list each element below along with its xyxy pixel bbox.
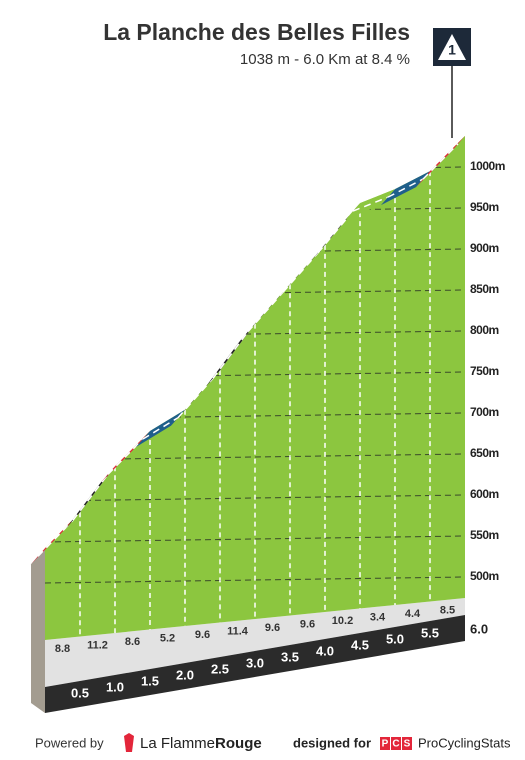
footer-designed: designed for [293,735,371,750]
x-tick-label: 0.5 [71,685,89,700]
gradient-label: 11.4 [227,626,249,638]
segment-dash [282,252,319,293]
chart-title: La Planche des Belles Filles [103,19,410,45]
gradient-label: 5.2 [160,633,175,645]
gradient-label: 9.6 [195,629,210,641]
gradient-label: 4.4 [405,608,421,620]
y-tick-label: 550m [470,528,499,542]
gradient-label: 9.6 [300,619,315,631]
x-tick-label: 2.0 [176,667,194,682]
base-band [45,615,465,713]
gradient-segment [381,171,430,206]
badge-triangle [438,34,466,60]
segment-dash [422,143,459,180]
pcs-box [402,737,412,750]
pcs-box [391,737,401,750]
segment-dash [37,519,74,557]
segment-dash [317,210,354,254]
segment-dash [387,178,424,198]
flame-logo [124,733,134,752]
segment-dash [352,196,389,212]
floor [45,598,465,687]
x-tick-label: 4.0 [316,643,334,658]
x-tick-label: 1.5 [141,673,159,688]
badge-label: 1 [448,42,456,58]
x-tick-label: 2.5 [211,661,229,676]
x-tick-label: 5.0 [386,631,404,646]
y-tick-label: 500m [470,569,499,583]
y-tick-label: 850m [470,282,499,296]
pcs-letter: C [392,739,399,750]
brand-a: La Flamme [140,735,215,752]
gradient-label: 8.5 [440,605,455,617]
segment-dash [142,417,179,440]
y-tick-label: 950m [470,200,499,214]
segment-dash [177,377,214,419]
brand-b: Rouge [215,735,262,752]
x-tick-label: 3.0 [246,655,264,670]
segment-dash [107,438,144,475]
footer: Powered by La FlammeRouge designed for P… [35,733,511,752]
pcs-letter: S [404,739,411,750]
y-tick-label: 750m [470,364,499,378]
y-tick-label: 650m [470,446,499,460]
y-tick-label: 800m [470,323,499,337]
y-tick-label: 900m [470,241,499,255]
gradient-label: 8.6 [125,636,140,648]
gradient-label: 9.6 [265,622,280,634]
x-tick-label: 1.0 [106,679,124,694]
y-tick-label: 700m [470,405,499,419]
gradient-label: 10.2 [332,615,353,627]
badge: 1 [433,28,471,138]
gradient-segment [136,409,185,448]
segment-dash [247,291,284,333]
brand: La FlammeRouge [140,735,262,752]
gradient-label: 11.2 [87,640,108,652]
y-tick-label: 600m [470,487,499,501]
pcs-letter: P [382,739,389,750]
chart-subtitle: 1038 m - 6.0 Km at 8.4 % [240,51,410,68]
footer-site: ProCyclingStats [418,735,511,750]
footer-powered: Powered by [35,735,104,750]
x-tick-label: 4.5 [351,637,369,652]
segment-dash [72,473,109,521]
y-tick-label: 1000m [470,159,505,173]
gradient-label: 3.4 [370,612,386,624]
x-tick-label: 3.5 [281,649,299,664]
x-tick-label: 5.5 [421,625,439,640]
gradient-label: 8.8 [55,643,70,655]
plot: 500m 550m 600m 650m 700m 750m 800m 850m 900m 950m… [31,135,505,713]
side-face [31,548,45,713]
grid-line [45,166,465,174]
segment-dash [212,331,249,379]
pcs-box [380,737,390,750]
x-tick-label: 6.0 [470,621,488,636]
